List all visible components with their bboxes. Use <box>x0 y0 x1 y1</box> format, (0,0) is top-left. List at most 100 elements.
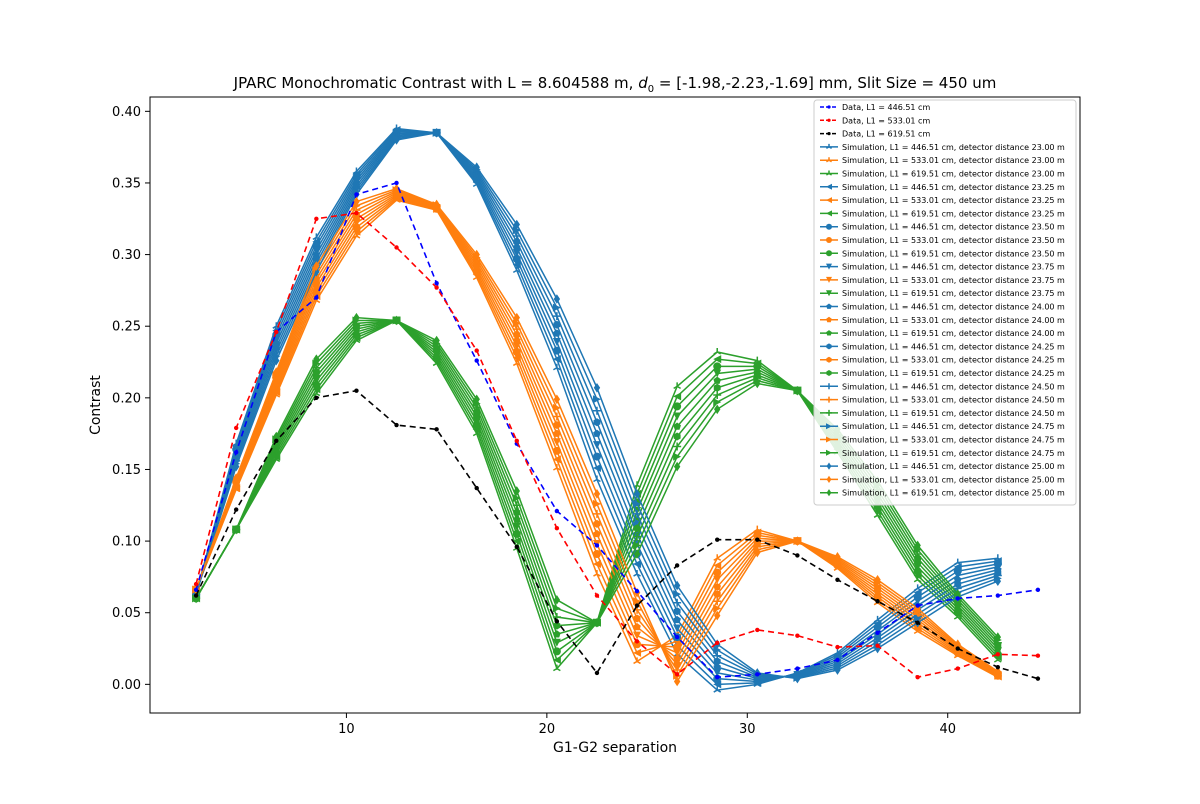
sim-point <box>713 645 722 654</box>
legend-item: Simulation, L1 = 619.51 cm, detector dis… <box>820 449 1065 458</box>
data-series-line <box>195 212 1038 679</box>
sim-point <box>592 441 601 450</box>
data-point <box>755 627 760 633</box>
sim-point <box>794 673 801 684</box>
data-point <box>514 438 519 444</box>
data-point <box>835 577 840 582</box>
legend-item: Simulation, L1 = 533.01 cm, detector dis… <box>820 356 1065 365</box>
sim-point <box>834 552 841 562</box>
sim-point <box>232 473 240 483</box>
legend-label: Simulation, L1 = 446.51 cm, detector dis… <box>842 143 1065 152</box>
legend-frame <box>813 99 1077 506</box>
legend-swatch-marker <box>826 290 832 297</box>
legend-swatch-marker <box>826 210 832 217</box>
data-point <box>875 643 880 648</box>
x-tick-label: 20 <box>539 722 556 737</box>
legend-label: Simulation, L1 = 619.51 cm, detector dis… <box>842 329 1065 338</box>
legend-item: Simulation, L1 = 446.51 cm, detector dis… <box>820 223 1065 232</box>
sim-point <box>713 604 722 613</box>
data-point <box>875 599 880 604</box>
legend-label: Simulation, L1 = 533.01 cm, detector dis… <box>842 236 1065 245</box>
x-axis-label: G1-G2 separation <box>553 740 677 756</box>
sim-point <box>914 540 921 551</box>
data-point <box>314 295 319 300</box>
sim-point <box>433 128 440 138</box>
series-layer <box>192 124 1041 693</box>
legend-swatch-marker <box>826 343 832 350</box>
sim-point <box>713 686 722 693</box>
legend-item: Simulation, L1 = 533.01 cm, detector dis… <box>820 156 1065 165</box>
data-point <box>875 630 880 635</box>
data-point <box>474 358 479 363</box>
sim-point <box>633 657 641 665</box>
legend-label: Simulation, L1 = 446.51 cm, detector dis… <box>842 422 1065 431</box>
sim-point <box>473 162 480 172</box>
legend-label: Simulation, L1 = 619.51 cm, detector dis… <box>842 489 1065 498</box>
sim-point <box>713 663 722 671</box>
sim-point <box>673 676 681 687</box>
sim-point <box>513 486 520 496</box>
legend-label: Simulation, L1 = 619.51 cm, detector dis… <box>842 289 1065 298</box>
sim-point <box>512 319 521 328</box>
sim-point <box>673 422 681 430</box>
data-point <box>394 180 399 186</box>
y-tick-label: 0.00 <box>112 678 141 693</box>
data-point <box>594 593 600 598</box>
legend-label: Simulation, L1 = 446.51 cm, detector dis… <box>842 382 1065 391</box>
sim-point <box>673 624 682 633</box>
sim-point <box>713 657 721 666</box>
sim-point <box>954 639 961 650</box>
data-point <box>554 526 560 531</box>
sim-point <box>592 549 601 558</box>
legend-swatch-marker <box>826 423 832 430</box>
y-tick-label: 0.35 <box>112 176 141 191</box>
legend-label: Simulation, L1 = 446.51 cm, detector dis… <box>842 223 1065 232</box>
sim-point <box>553 621 561 630</box>
legend-item: Simulation, L1 = 619.51 cm, detector dis… <box>820 249 1065 258</box>
legend-item: Simulation, L1 = 619.51 cm, detector dis… <box>820 209 1065 218</box>
sim-point <box>593 418 601 427</box>
legend-label: Simulation, L1 = 446.51 cm, detector dis… <box>842 462 1065 471</box>
sim-point <box>552 655 561 664</box>
data-point <box>193 587 199 592</box>
sim-point <box>633 623 641 631</box>
data-point <box>795 553 800 558</box>
sim-point <box>553 363 561 371</box>
data-point <box>955 666 960 671</box>
sim-point <box>874 574 881 585</box>
legend-label: Data, L1 = 533.01 cm <box>842 116 930 125</box>
y-tick-label: 0.40 <box>112 105 141 120</box>
sim-point <box>954 580 962 589</box>
data-point <box>634 589 640 594</box>
data-point <box>755 537 760 542</box>
sim-point <box>232 461 240 472</box>
data-point <box>1035 653 1041 658</box>
legend-item: Simulation, L1 = 533.01 cm, detector dis… <box>820 236 1065 245</box>
sim-point <box>552 403 561 412</box>
sim-point <box>552 638 561 647</box>
legend-swatch-marker <box>826 263 832 270</box>
sim-point <box>713 651 722 660</box>
sim-point <box>633 597 642 606</box>
legend-item: Simulation, L1 = 619.51 cm, detector dis… <box>820 289 1065 298</box>
sim-point <box>553 421 561 430</box>
legend-label: Simulation, L1 = 619.51 cm, detector dis… <box>842 369 1065 378</box>
sim-point <box>593 489 601 499</box>
sim-point <box>553 294 561 304</box>
sim-point <box>232 524 240 535</box>
sim-point <box>553 595 561 605</box>
data-series-1 <box>193 210 1041 680</box>
data-point <box>474 348 479 353</box>
sim-point <box>512 494 521 503</box>
sim-point <box>552 412 561 421</box>
data-point <box>995 652 1001 657</box>
sim-point <box>994 632 1002 642</box>
sim-point <box>552 647 561 656</box>
y-tick-label: 0.20 <box>112 391 141 406</box>
data-point <box>715 640 720 646</box>
sim-point <box>713 369 722 378</box>
data-point <box>795 666 800 671</box>
sim-point <box>273 367 280 377</box>
sim-point <box>473 249 480 260</box>
